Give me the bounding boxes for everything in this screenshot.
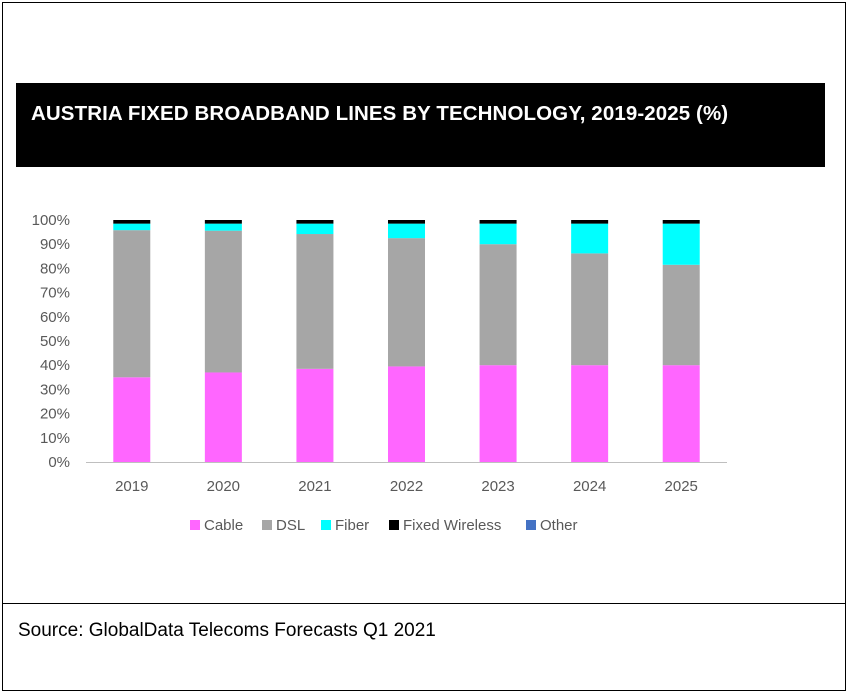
chart-title: AUSTRIA FIXED BROADBAND LINES BY TECHNOL…	[31, 102, 729, 125]
bar-segment-fixed-wireless	[662, 220, 700, 224]
y-tick-label: 20%	[40, 406, 70, 423]
x-tick-label: 2021	[298, 478, 331, 495]
bar-segment-cable	[479, 365, 517, 462]
legend-label: DSL	[276, 517, 305, 534]
y-tick-label: 40%	[40, 357, 70, 374]
bar-segment-fixed-wireless	[479, 220, 517, 224]
bar-segment-dsl	[662, 264, 700, 366]
y-tick-label: 10%	[40, 430, 70, 447]
x-tick-label: 2024	[573, 478, 606, 495]
stacked-bar-chart: 0%10%20%30%40%50%60%70%80%90%100% 2019 20…	[32, 212, 727, 534]
legend-swatch	[262, 520, 272, 530]
bar-series	[113, 220, 700, 462]
source-divider	[2, 603, 846, 604]
legend-swatch	[526, 520, 536, 530]
legend-item: Fixed Wireless	[389, 517, 501, 534]
x-tick-label: 2025	[665, 478, 698, 495]
bar-segment-cable	[113, 377, 151, 462]
bar-segment-dsl	[571, 253, 609, 366]
bar-segment-fiber	[571, 223, 609, 254]
x-tick-label: 2020	[207, 478, 240, 495]
bar-segment-dsl	[388, 238, 425, 367]
bar-segment-dsl	[113, 230, 151, 378]
y-tick-label: 60%	[40, 309, 70, 326]
legend-label: Fiber	[335, 517, 369, 534]
legend-label: Cable	[204, 517, 243, 534]
bar-segment-cable	[662, 365, 700, 462]
title-band: AUSTRIA FIXED BROADBAND LINES BY TECHNOL…	[16, 83, 825, 167]
bar-segment-dsl	[204, 230, 242, 373]
bar-segment-fiber	[204, 223, 242, 231]
y-axis: 0% 10% 20% 30% 40% 50% 60% 70% 80% 90% 100%	[32, 212, 70, 471]
bar-segment-fiber	[388, 223, 425, 239]
bar-segment-fixed-wireless	[204, 220, 242, 224]
legend: Cable DSL Fiber Fixed Wireless Other	[190, 517, 578, 534]
y-tick-label: 30%	[40, 381, 70, 398]
bar-segment-dsl	[479, 244, 517, 366]
bar-segment-cable	[296, 368, 334, 462]
x-axis: 2019 2020 2021 2022 2023 2024 2025	[115, 478, 698, 495]
bar-segment-cable	[388, 366, 425, 462]
x-tick-label: 2019	[115, 478, 148, 495]
legend-item: Other	[526, 517, 578, 534]
source-note: Source: GlobalData Telecoms Forecasts Q1…	[18, 620, 436, 641]
legend-swatch	[190, 520, 200, 530]
legend-item: Fiber	[321, 517, 369, 534]
bar-segment-fixed-wireless	[296, 220, 334, 224]
bar-segment-fiber	[479, 223, 517, 245]
y-tick-label: 100%	[32, 212, 70, 229]
y-tick-label: 0%	[48, 454, 70, 471]
y-tick-label: 80%	[40, 260, 70, 277]
legend-label: Fixed Wireless	[403, 517, 501, 534]
legend-item: DSL	[262, 517, 305, 534]
legend-label: Other	[540, 517, 578, 534]
bar-segment-cable	[571, 365, 609, 462]
legend-swatch	[321, 520, 331, 530]
bar-segment-dsl	[296, 234, 334, 369]
bar-segment-fiber	[296, 223, 334, 235]
x-tick-label: 2022	[390, 478, 423, 495]
legend-item: Cable	[190, 517, 243, 534]
bar-segment-fiber	[662, 223, 700, 265]
y-tick-label: 50%	[40, 333, 70, 350]
bar-segment-fixed-wireless	[113, 220, 151, 224]
legend-swatch	[389, 520, 399, 530]
x-tick-label: 2023	[481, 478, 514, 495]
y-tick-label: 90%	[40, 236, 70, 253]
bar-segment-fiber	[113, 223, 151, 231]
bar-segment-cable	[204, 372, 242, 462]
y-tick-label: 70%	[40, 285, 70, 302]
bar-segment-fixed-wireless	[388, 220, 425, 224]
bar-segment-fixed-wireless	[571, 220, 609, 224]
